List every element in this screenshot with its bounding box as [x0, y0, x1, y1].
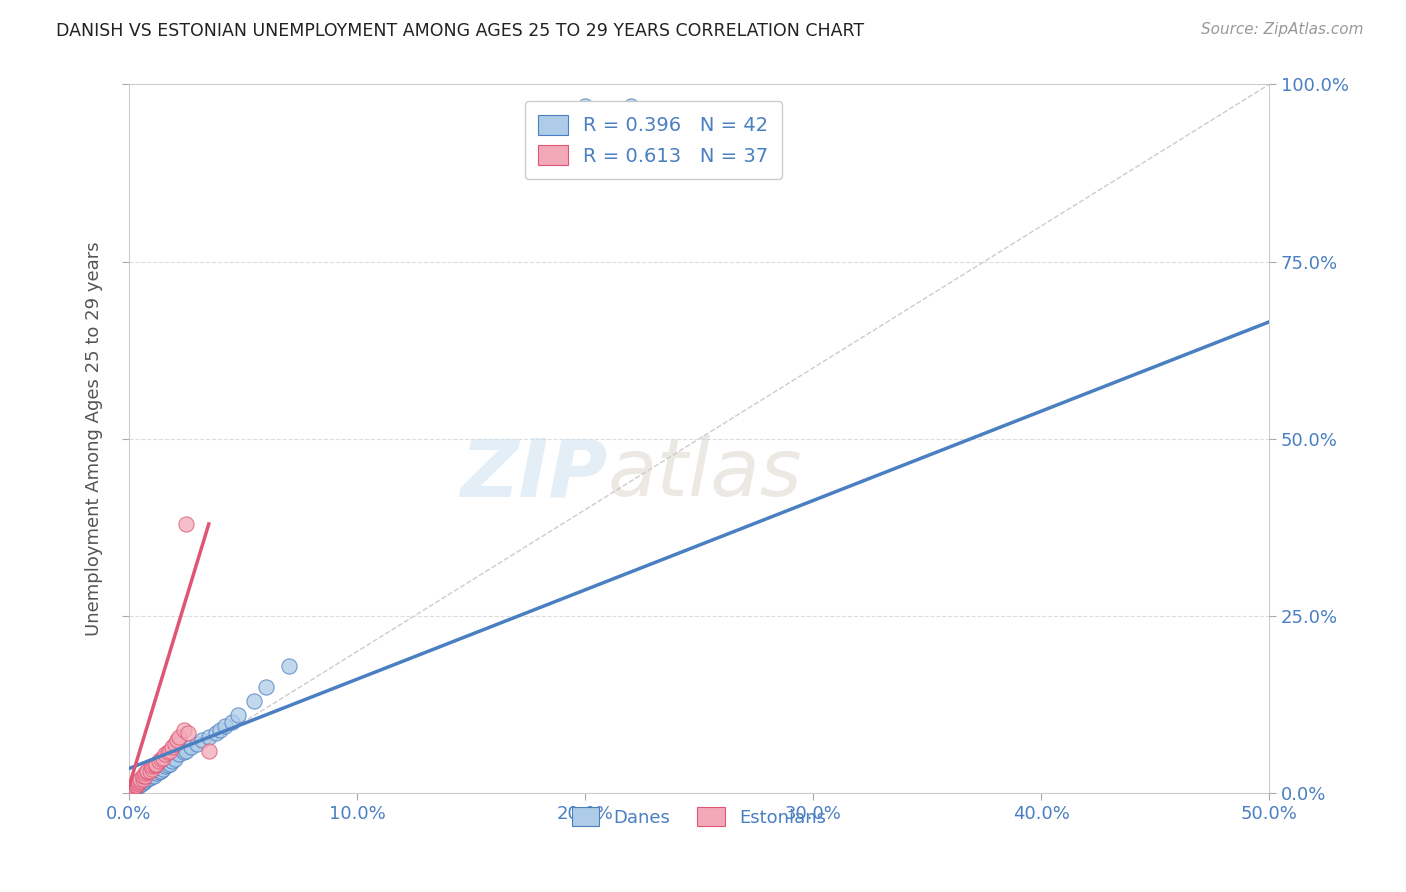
Point: [254, 680, 277, 694]
Point: [120, 782, 142, 797]
Point: [125, 778, 148, 792]
Point: [198, 730, 221, 744]
Point: [134, 769, 156, 783]
Point: [129, 775, 152, 789]
Point: [159, 744, 181, 758]
Point: [138, 771, 160, 785]
Point: [125, 775, 148, 789]
Point: [136, 765, 159, 780]
Point: [136, 764, 159, 778]
Text: DANISH VS ESTONIAN UNEMPLOYMENT AMONG AGES 25 TO 29 YEARS CORRELATION CHART: DANISH VS ESTONIAN UNEMPLOYMENT AMONG AG…: [56, 22, 865, 40]
Point: [129, 778, 152, 792]
Point: [127, 775, 149, 789]
Point: [136, 772, 159, 787]
Point: [141, 762, 163, 776]
Legend: Danes, Estonians: Danes, Estonians: [565, 800, 834, 834]
Point: [173, 723, 195, 737]
Point: [159, 756, 181, 771]
Point: [148, 765, 170, 780]
Text: atlas: atlas: [607, 435, 803, 513]
Point: [155, 759, 177, 773]
Point: [143, 758, 166, 772]
Point: [162, 755, 184, 769]
Point: [156, 758, 179, 772]
Point: [122, 782, 145, 797]
Point: [167, 747, 190, 762]
Point: [574, 99, 596, 113]
Point: [152, 762, 174, 776]
Point: [174, 516, 197, 531]
Point: [173, 745, 195, 759]
Point: [620, 99, 643, 113]
Point: [149, 764, 172, 778]
Point: [141, 769, 163, 783]
Point: [145, 758, 167, 772]
Point: [120, 782, 142, 797]
Y-axis label: Unemployment Among Ages 25 to 29 years: Unemployment Among Ages 25 to 29 years: [86, 242, 103, 636]
Point: [127, 778, 149, 792]
Point: [120, 780, 142, 795]
Point: [138, 764, 160, 778]
Point: [125, 780, 148, 795]
Point: [134, 766, 156, 780]
Point: [125, 779, 148, 793]
Point: [156, 745, 179, 759]
Point: [177, 726, 200, 740]
Point: [131, 775, 153, 789]
Point: [127, 779, 149, 793]
Point: [143, 769, 166, 783]
Point: [129, 772, 152, 787]
Point: [174, 744, 197, 758]
Point: [145, 756, 167, 771]
Point: [228, 708, 250, 723]
Point: [125, 779, 148, 793]
Point: [148, 755, 170, 769]
Point: [131, 772, 153, 787]
Point: [122, 780, 145, 795]
Point: [131, 769, 153, 783]
Point: [243, 694, 266, 708]
Point: [221, 715, 243, 730]
Point: [152, 751, 174, 765]
Point: [214, 719, 236, 733]
Text: ZIP: ZIP: [460, 435, 607, 513]
Point: [134, 773, 156, 788]
Point: [122, 779, 145, 793]
Point: [163, 737, 186, 751]
Point: [129, 773, 152, 788]
Point: [162, 740, 184, 755]
Text: Source: ZipAtlas.com: Source: ZipAtlas.com: [1201, 22, 1364, 37]
Point: [209, 723, 232, 737]
Point: [149, 752, 172, 766]
Point: [122, 780, 145, 795]
Point: [163, 752, 186, 766]
Point: [127, 773, 149, 788]
Point: [131, 773, 153, 788]
Point: [277, 658, 299, 673]
Point: [186, 737, 208, 751]
Point: [191, 733, 214, 747]
Point: [204, 726, 226, 740]
Point: [145, 766, 167, 780]
Point: [198, 744, 221, 758]
Point: [180, 740, 202, 755]
Point: [155, 747, 177, 762]
Point: [167, 730, 190, 744]
Point: [141, 759, 163, 773]
Point: [166, 733, 188, 747]
